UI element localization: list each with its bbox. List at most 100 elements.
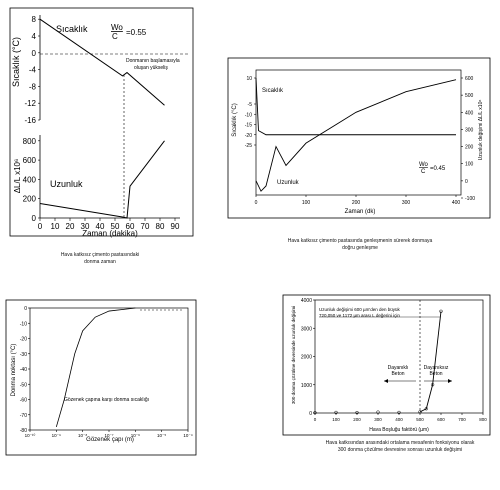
- c1-xtick-label: 20: [66, 222, 75, 231]
- chart-4-frame: [282, 294, 491, 436]
- chart-1-frame: [9, 7, 194, 237]
- c1-temperature-line: [39, 18, 165, 106]
- c2-ytick-left-label: 10: [246, 76, 252, 82]
- c1-bot-ylabel: ΔL/L x10⁶: [13, 159, 22, 194]
- c4-xlabel: Hava Boşluğu faktörü (µm): [369, 427, 429, 433]
- c1-annotation: Donmanın başlamasıyla oluşan yükseliş: [126, 58, 181, 71]
- c4-ytick-label: 3000: [301, 326, 312, 332]
- c4-length-line: [419, 311, 442, 413]
- c3-ytick-label: -20: [20, 337, 27, 343]
- c2-ytick-right-label: 200: [465, 145, 474, 151]
- c3-ytick-label: -10: [20, 321, 27, 327]
- c2-ytick-right-label: 400: [465, 110, 474, 116]
- c2-ratio-num: Wo: [419, 162, 429, 168]
- c3-annotation: Gözenek çapına karşı donma sıcaklığı: [64, 397, 149, 403]
- chart-2-frame: [227, 57, 491, 219]
- c4-xtick-label: 600: [437, 417, 445, 422]
- c1-top-ytick-label: -12: [24, 99, 36, 108]
- c4-xtick-label: 800: [479, 417, 487, 422]
- c3-xtick-label: 10⁻⁷: [104, 433, 113, 438]
- c2-ytick-left-label: -10: [245, 112, 252, 118]
- c1-bot-ytick-label: 0: [32, 214, 37, 223]
- c2-xtick-label: 0: [255, 200, 258, 206]
- c2-ytick-right-label: 500: [465, 93, 474, 99]
- c4-data-point: [355, 410, 359, 415]
- c1-ratio-value: =0.55: [126, 28, 147, 37]
- chart-1: 840-4-8-12-16 Sıcaklık Wo C =0.55 Donman…: [9, 7, 194, 238]
- c3-ytick-label: -80: [20, 428, 27, 434]
- c4-arrowhead-right: [448, 379, 452, 383]
- c2-ytick-left-label: -5: [248, 102, 253, 108]
- c2-ytick-right-label: 600: [465, 76, 474, 82]
- c3-xlabel: Gözenek çapı (m): [86, 437, 134, 443]
- c2-temperature-line: [255, 77, 456, 136]
- c4-xtick-label: 400: [395, 417, 403, 422]
- c1-length-line: [39, 140, 165, 219]
- c2-xtick-label: 400: [452, 200, 461, 206]
- c1-xtick-label: 0: [38, 222, 43, 231]
- c3-ylabel: Donma noktası (°C): [11, 344, 17, 397]
- c4-xtick-label: 700: [458, 417, 466, 422]
- c4-data-point: [424, 407, 428, 411]
- c3-ytick-label: -50: [20, 382, 27, 388]
- c4-note: Uzunluk değişimi 600 µm'den den büyük 72…: [319, 307, 401, 318]
- c4-xtick-label: 100: [332, 417, 340, 422]
- c4-xtick-label: 200: [353, 417, 361, 422]
- c2-ratio-value: =0.45: [430, 166, 446, 172]
- c4-xtick-label: 0: [314, 417, 317, 422]
- c3-plot-area: [29, 307, 189, 431]
- c4-data-point: [418, 410, 422, 414]
- caption-chart-1: Hava katkısız çimento pastasındaki donma…: [55, 252, 145, 266]
- c4-data-point: [397, 410, 401, 415]
- caption-chart-1-text: Hava katkısız çimento pastasındaki donma…: [60, 252, 140, 265]
- c3-xtick-label: 10⁻¹⁰: [25, 433, 36, 438]
- c3-ytick-label: -60: [20, 398, 27, 404]
- c2-length-label: Uzunluk: [277, 180, 300, 186]
- c2-ytick-right-label: 0: [465, 179, 468, 185]
- c4-xtick-label: 300: [374, 417, 382, 422]
- c4-ytick-label: 2000: [301, 355, 312, 361]
- c2-xtick-label: 200: [352, 200, 361, 206]
- c1-top-ytick-label: 0: [32, 49, 37, 58]
- c1-bot-ytick-label: 600: [23, 156, 37, 165]
- c3-ytick-label: 0: [24, 306, 27, 312]
- c3-xtick-label: 10⁻⁵: [157, 433, 166, 438]
- c2-ytick-left-label: -20: [245, 133, 252, 139]
- c3-ytick-label: -70: [20, 413, 27, 419]
- c1-xtick-label: 30: [81, 222, 90, 231]
- c2-plot-area: [255, 69, 462, 196]
- caption-chart-4: Hava katkısından arasındaki ortalama mes…: [325, 440, 475, 454]
- c3-xtick-label: 10⁻⁸: [78, 433, 87, 438]
- c2-temp-label: Sıcaklık: [262, 88, 284, 94]
- c4-data-point: [376, 410, 380, 414]
- c4-ytick-label: 0: [309, 411, 312, 417]
- c1-xtick-label: 40: [96, 222, 105, 231]
- c2-xtick-label: 300: [402, 200, 411, 206]
- c1-xtick-label: 80: [156, 222, 165, 231]
- c1-xtick-label: 50: [111, 222, 120, 231]
- c1-top-ytick-label: 4: [32, 32, 37, 41]
- c1-xtick-label: 70: [141, 222, 150, 231]
- c4-xtick-label: 500: [416, 417, 424, 422]
- c4-ytick-label: 4000: [301, 298, 312, 304]
- c1-xlabel: Zaman (dakika): [82, 229, 138, 238]
- c4-durable-label: Dayanıklı Beton: [388, 365, 409, 377]
- c1-xtick-label: 10: [51, 222, 60, 231]
- c1-bot-ytick-label: 200: [23, 195, 37, 204]
- c4-data-point: [430, 383, 435, 387]
- c2-ylabel-left: Sıcaklık (°C): [232, 103, 238, 136]
- c2-ylabel-right: Uzunluk değişimi ΔL/L x10⁶: [478, 100, 484, 161]
- c2-length-line: [255, 79, 457, 192]
- c1-top-ytick-label: -8: [29, 82, 37, 91]
- c2-ytick-right-label: 100: [465, 162, 474, 168]
- c1-top-ytick-label: -16: [24, 116, 36, 125]
- c1-bot-ytick-label: 800: [23, 137, 37, 146]
- c2-xlabel: Zaman (dk): [345, 209, 376, 215]
- c3-xtick-label: 10⁻⁹: [52, 433, 61, 438]
- c1-top-ylabel: Sıcaklık (°C): [11, 37, 21, 87]
- c4-data-point: [439, 309, 443, 313]
- c1-xtick-label: 60: [126, 222, 135, 231]
- caption-chart-2-text: Hava katkısız çimento pastasında genleşm…: [287, 238, 433, 251]
